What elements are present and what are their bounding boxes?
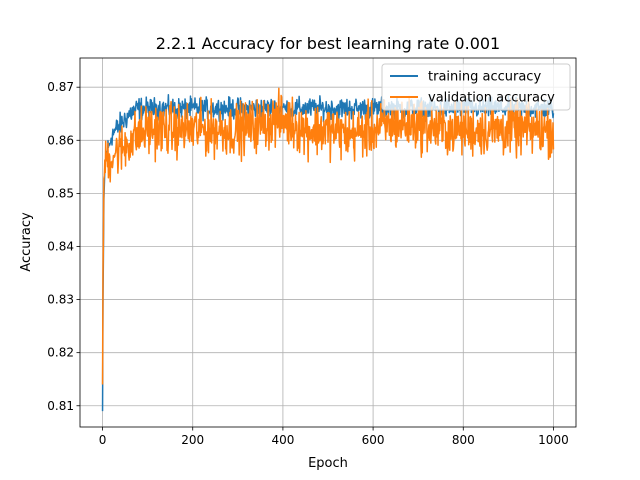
y-tick-label: 0.84 <box>47 239 74 253</box>
plot-frame <box>79 57 577 428</box>
series-line-validation <box>101 87 555 385</box>
series-layer <box>101 87 555 412</box>
y-tick-label: 0.81 <box>47 399 74 413</box>
x-tick-label: 600 <box>362 433 385 447</box>
chart-title: 2.2.1 Accuracy for best learning rate 0.… <box>156 34 500 53</box>
y-axis-ticks: 0.81 0.82 0.83 0.84 0.85 0.86 0.87 <box>47 80 80 413</box>
y-tick-label: 0.86 <box>47 133 74 147</box>
x-tick-label: 200 <box>181 433 204 447</box>
legend-box <box>381 63 571 111</box>
x-tick-label: 0 <box>99 433 107 447</box>
y-tick-label: 0.87 <box>47 80 74 94</box>
series-line-training <box>101 94 555 412</box>
y-tick-label: 0.82 <box>47 346 74 360</box>
x-tick-label: 800 <box>452 433 475 447</box>
legend-label-validation: validation accuracy <box>428 91 555 106</box>
x-tick-label: 400 <box>271 433 294 447</box>
legend-label-training: training accuracy <box>428 70 541 85</box>
legend: training accuracy validation accuracy <box>381 63 571 111</box>
y-tick-label: 0.85 <box>47 186 74 200</box>
y-axis-label: Accuracy <box>19 212 34 272</box>
y-tick-label: 0.83 <box>47 293 74 307</box>
x-axis-label: Epoch <box>308 456 348 471</box>
x-axis-ticks: 0 200 400 600 800 1000 <box>99 427 569 447</box>
x-tick-label: 1000 <box>538 433 569 447</box>
